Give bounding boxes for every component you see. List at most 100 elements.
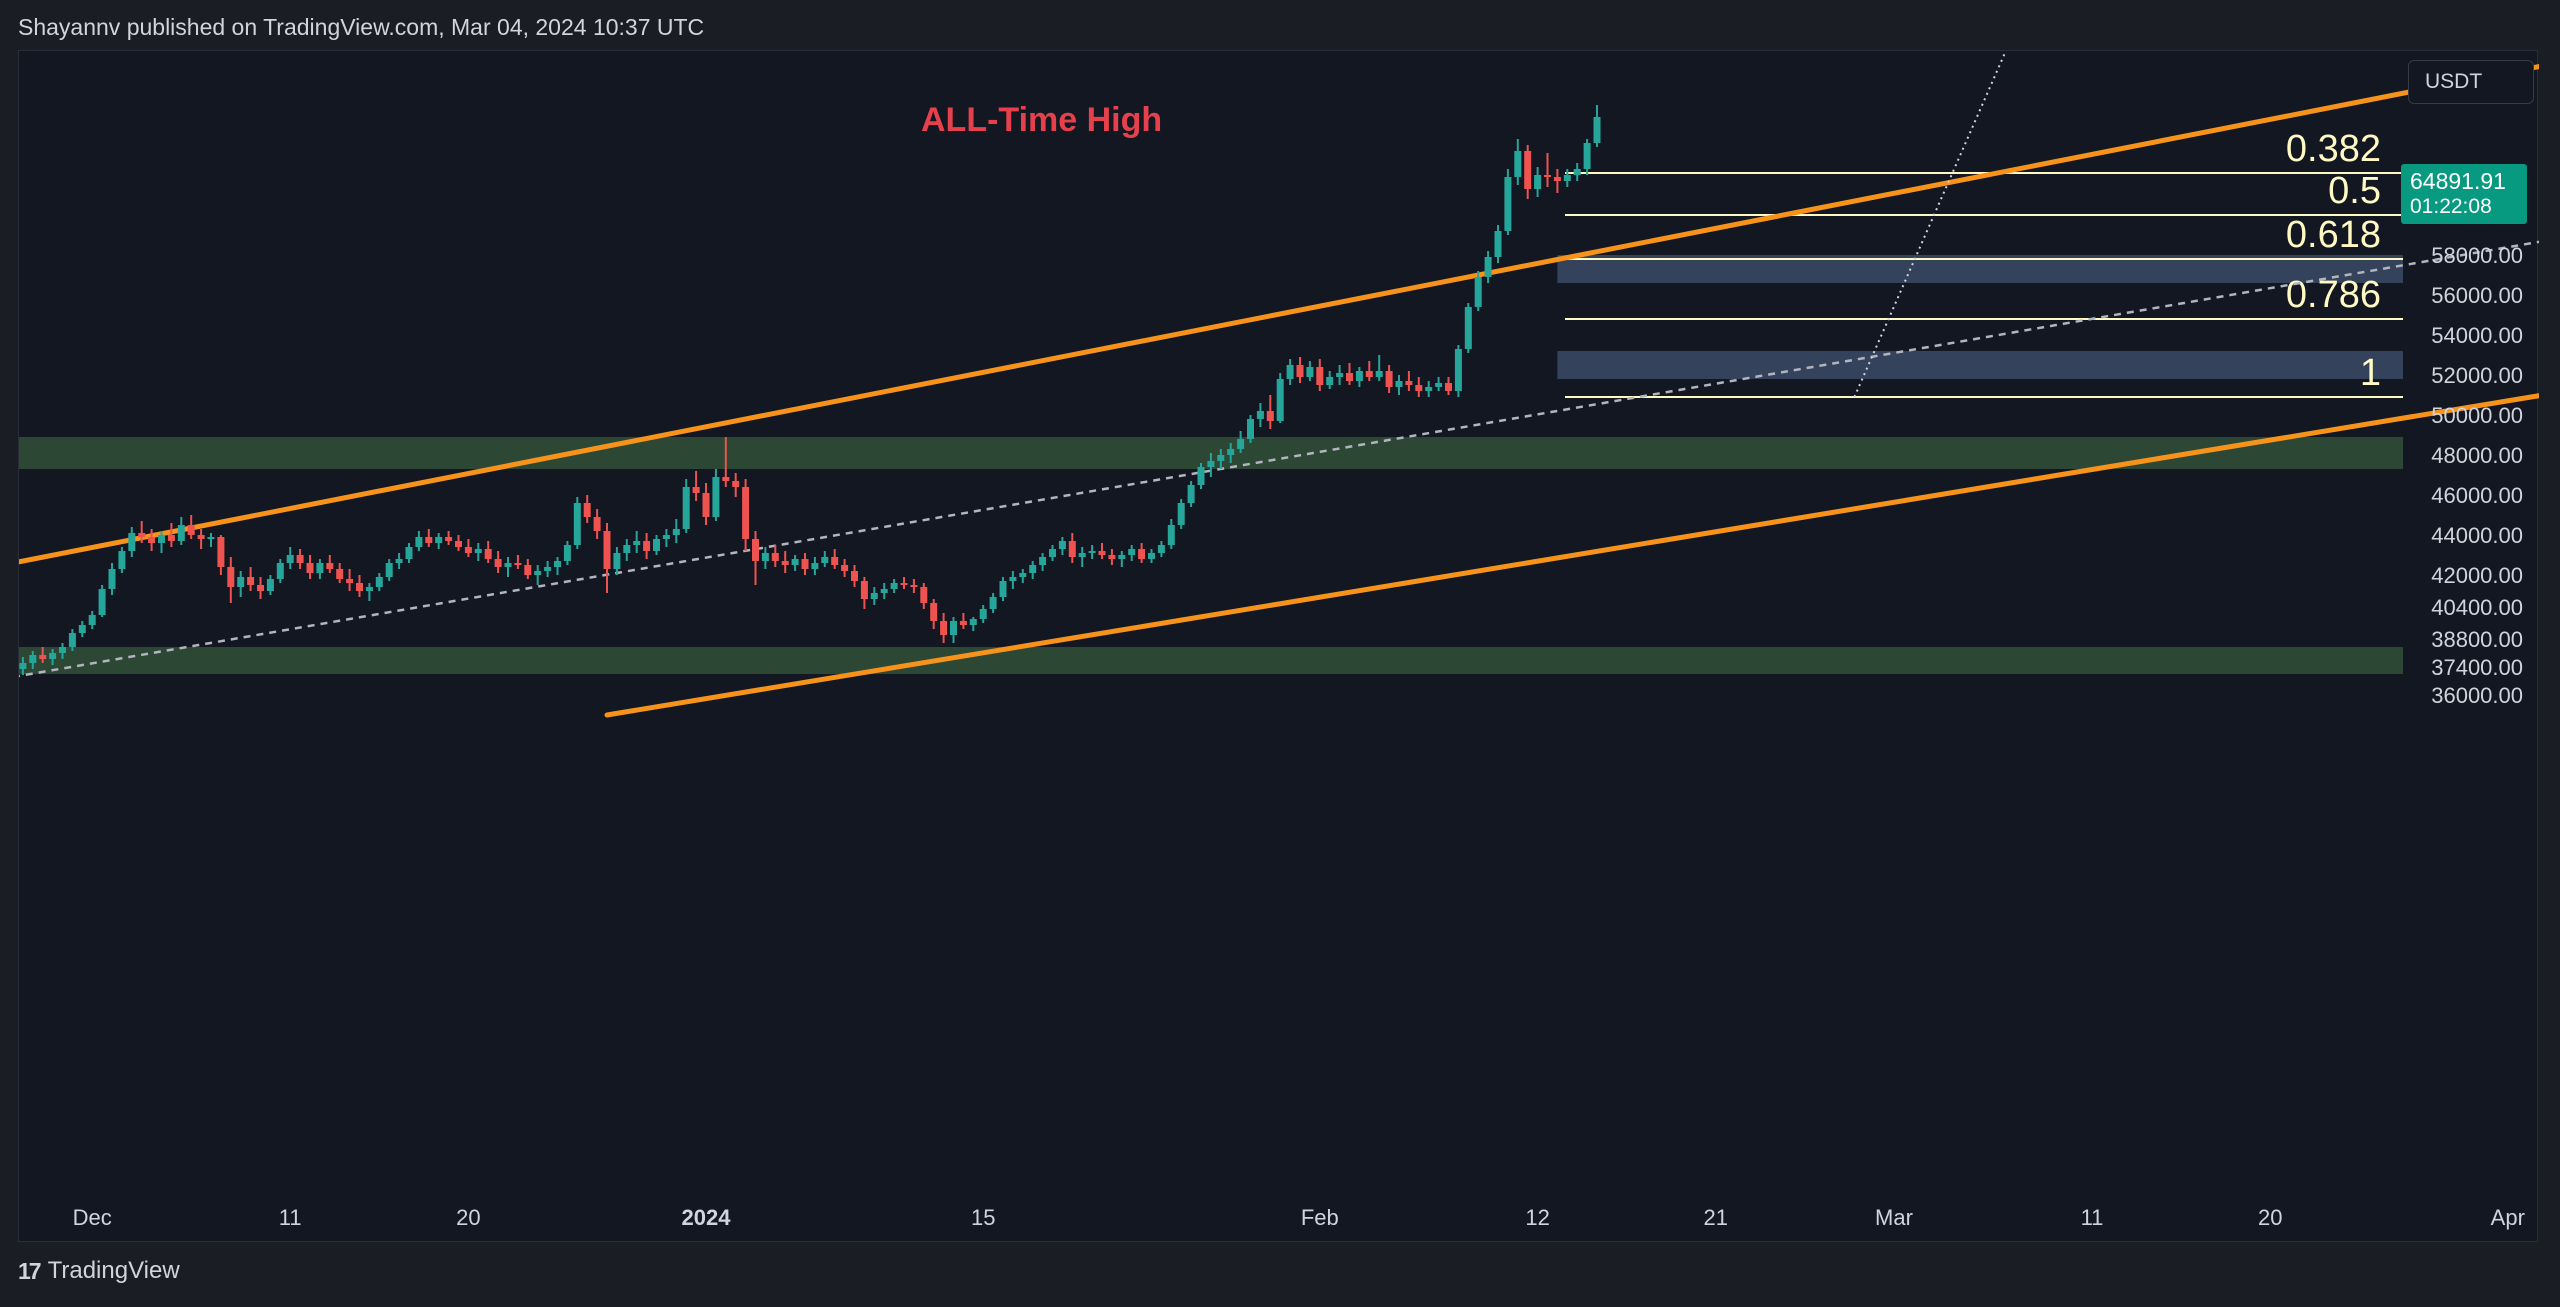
- channel-line-mid-dashed: [12, 236, 2560, 679]
- candle-body-154: [1534, 175, 1542, 189]
- candle-body-87: [870, 593, 878, 599]
- candle-body-28: [286, 555, 294, 563]
- candle-body-37: [375, 577, 383, 587]
- fib-label-0.618: 0.618: [2286, 214, 2381, 256]
- candle-body-111: [1108, 555, 1116, 559]
- candle-body-47: [474, 549, 482, 553]
- candle-body-42: [425, 537, 433, 543]
- candle-body-110: [1098, 551, 1106, 555]
- candle-body-119: [1187, 485, 1195, 503]
- y-tick-44000.00: 44000.00: [2431, 523, 2523, 548]
- candle-body-88: [880, 589, 888, 593]
- channel-lines-layer: [10, 34, 2560, 718]
- x-tick-Apr-11: Apr: [2491, 1205, 2525, 1230]
- candle-body-146: [1454, 349, 1462, 391]
- candle-body-138: [1375, 371, 1383, 377]
- last-price-value: 64891.91: [2410, 168, 2506, 194]
- candle-body-130: [1296, 365, 1304, 377]
- candle-body-94: [940, 621, 948, 635]
- candle-body-32: [326, 563, 334, 569]
- candle-body-151: [1504, 177, 1512, 231]
- x-tick-Feb-5: Feb: [1301, 1205, 1339, 1230]
- candle-body-48: [484, 549, 492, 559]
- candle-countdown: 01:22:08: [2410, 195, 2492, 218]
- candle-body-81: [811, 563, 819, 569]
- candle-body-103: [1029, 565, 1037, 573]
- candle-body-90: [900, 583, 908, 585]
- candle-body-85: [851, 571, 858, 581]
- candle-body-104: [1039, 557, 1047, 565]
- candle-body-109: [1088, 551, 1096, 553]
- candle-body-22: [227, 567, 235, 587]
- candle-body-7: [78, 625, 86, 633]
- candle-body-134: [1336, 373, 1344, 377]
- candle-body-75: [752, 539, 759, 561]
- candle-body-126: [1256, 411, 1264, 419]
- candle-body-45: [455, 541, 462, 547]
- x-tick-12-6: 12: [1525, 1205, 1549, 1230]
- candle-body-70: [702, 493, 710, 517]
- last-price-tag: 64891.91 01:22:08: [2401, 164, 2527, 224]
- candle-body-14: [148, 537, 156, 543]
- candle-body-55: [554, 561, 561, 567]
- candle-body-40: [405, 547, 413, 559]
- candle-body-5: [59, 647, 66, 653]
- y-tick-54000.00: 54000.00: [2431, 323, 2523, 348]
- candle-body-9: [98, 589, 106, 615]
- candle-body-25: [257, 585, 264, 591]
- candle-body-66: [662, 535, 670, 539]
- candle-body-129: [1286, 365, 1294, 379]
- currency-selector[interactable]: USDT: [2408, 60, 2534, 104]
- candle-body-34: [346, 579, 354, 583]
- candle-body-46: [464, 547, 472, 553]
- candle-body-97: [969, 619, 977, 625]
- candle-body-3: [39, 655, 47, 659]
- x-tick-20-10: 20: [2258, 1205, 2282, 1230]
- x-tick-11-1: 11: [279, 1205, 302, 1230]
- candle-body-61: [613, 553, 621, 569]
- x-tick-Mar-8: Mar: [1875, 1205, 1913, 1230]
- candle-body-60: [603, 531, 611, 569]
- candle-body-147: [1464, 307, 1472, 349]
- candle-body-26: [266, 579, 274, 591]
- fib-label-0.5: 0.5: [2328, 170, 2381, 212]
- candle-body-155: [1544, 175, 1551, 177]
- candle-body-67: [672, 529, 680, 535]
- candle-body-10: [108, 569, 116, 589]
- footer[interactable]: 17 TradingView: [18, 1257, 180, 1285]
- candle-body-101: [1009, 577, 1017, 581]
- candle-body-140: [1395, 381, 1403, 387]
- candle-body-145: [1445, 383, 1452, 391]
- candle-body-69: [692, 487, 700, 493]
- candle-body-11: [118, 551, 126, 569]
- y-tick-38800.00: 38800.00: [2431, 627, 2523, 652]
- candle-body-98: [979, 609, 987, 619]
- candle-body-50: [504, 563, 512, 567]
- channel-line-trend-dotted: [1853, 34, 2014, 398]
- ath-label: ALL-Time High: [921, 101, 1162, 139]
- x-tick-2024-3: 2024: [682, 1205, 732, 1230]
- candle-body-149: [1484, 257, 1492, 277]
- candle-body-80: [801, 559, 809, 569]
- candle-body-23: [237, 577, 245, 587]
- candle-body-36: [365, 587, 373, 591]
- candle-body-16: [167, 535, 175, 541]
- candle-body-122: [1217, 455, 1225, 461]
- y-tick-58000.00: 58000.00: [2431, 243, 2523, 268]
- candle-body-29: [296, 555, 304, 563]
- y-tick-40400.00: 40400.00: [2431, 595, 2523, 620]
- candle-body-107: [1068, 541, 1076, 557]
- candle-body-139: [1385, 371, 1393, 387]
- candle-body-62: [623, 545, 631, 553]
- candle-body-135: [1346, 373, 1353, 381]
- candle-body-144: [1435, 383, 1443, 387]
- candle-body-108: [1078, 553, 1086, 557]
- candle-body-150: [1494, 231, 1502, 257]
- fib-label-1: 1: [2360, 352, 2381, 394]
- candle-body-120: [1197, 467, 1205, 485]
- footer-brand: TradingView: [47, 1257, 180, 1284]
- y-tick-48000.00: 48000.00: [2431, 443, 2523, 468]
